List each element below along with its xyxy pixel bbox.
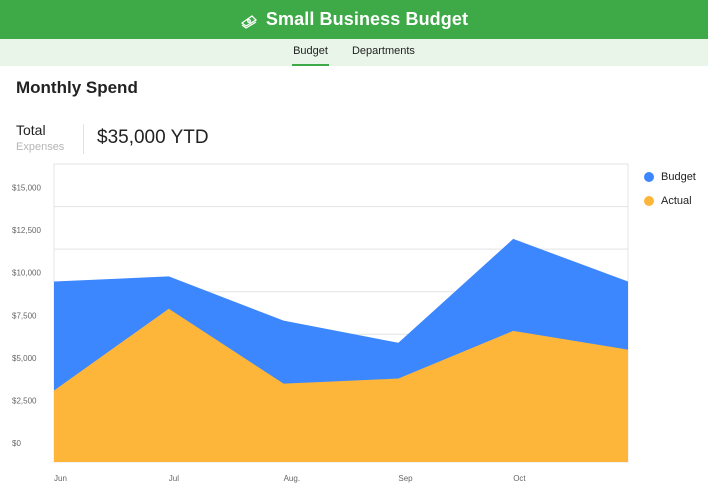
total-value: $35,000 YTD <box>97 127 209 148</box>
x-tick-label: Jun <box>54 474 67 483</box>
y-tick-label: $0 <box>12 439 21 448</box>
tab-departments[interactable]: Departments <box>351 45 415 57</box>
total-sublabel: Expenses <box>16 141 65 153</box>
x-tick-label: Jul <box>169 474 179 483</box>
x-tick-label: Oct <box>513 474 526 483</box>
chart-legend: Budget Actual <box>644 165 696 213</box>
legend-label-budget: Budget <box>661 171 696 183</box>
page-title: Monthly Spend <box>16 78 138 97</box>
app-title: Small Business Budget <box>265 9 469 29</box>
monthly-spend-chart: $0 $2,500 $5,000 $7,500 $10,000 $12,500 $15,00… <box>0 160 708 496</box>
app-header: Small Business Budget <box>0 0 708 39</box>
legend-item-actual[interactable]: Actual <box>644 189 696 213</box>
divider <box>83 124 84 154</box>
legend-item-budget[interactable]: Budget <box>644 165 696 189</box>
area-chart: $0 $2,500 $5,000 $7,500 $10,000 $12,500 $15,00… <box>12 163 629 483</box>
tab-bar: Budget Departments <box>0 39 708 66</box>
legend-label-actual: Actual <box>661 195 692 207</box>
y-tick-label: $12,500 <box>12 226 41 235</box>
money-stack-icon <box>240 14 257 29</box>
tab-budget[interactable]: Budget <box>292 39 329 66</box>
legend-dot-actual <box>644 196 654 206</box>
y-tick-label: $10,000 <box>12 269 41 278</box>
total-expenses: Total Expenses <box>16 121 64 155</box>
y-tick-label: $2,500 <box>12 396 37 405</box>
y-tick-label: $5,000 <box>12 354 37 363</box>
y-tick-label: $15,000 <box>12 184 41 193</box>
y-tick-label: $7,500 <box>12 311 37 320</box>
x-tick-label: Sep <box>398 474 413 483</box>
area-actual <box>54 308 628 462</box>
total-label: Total <box>16 122 46 138</box>
x-tick-label: Aug. <box>284 474 300 483</box>
legend-dot-budget <box>644 172 654 182</box>
